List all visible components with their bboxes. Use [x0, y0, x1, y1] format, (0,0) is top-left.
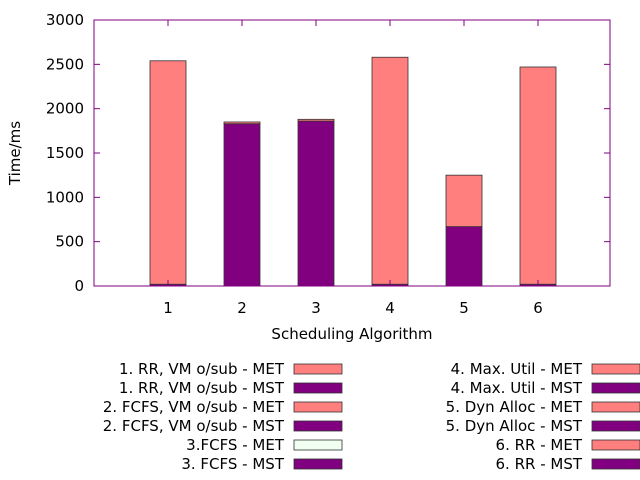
legend-label: 5. Dyn Alloc - MST — [446, 417, 583, 435]
y-tick-label: 2500 — [46, 55, 84, 73]
bar-2-met — [223, 121, 261, 125]
bar-5-mst — [445, 226, 483, 287]
legend-swatch — [591, 401, 640, 413]
legend-label: 4. Max. Util - MET — [451, 360, 583, 378]
legend-label: 4. Max. Util - MST — [451, 379, 583, 397]
bar-3-mst — [297, 120, 335, 287]
legend-label: 3.FCFS - MET — [186, 436, 285, 454]
y-tick-label: 1500 — [46, 144, 84, 162]
x-tick-label: 2 — [237, 299, 247, 317]
y-tick-label: 500 — [55, 233, 84, 251]
legend-swatch — [293, 363, 343, 375]
x-tick-label: 5 — [459, 299, 469, 317]
bar-4-met — [371, 56, 409, 285]
bar-6-met — [519, 66, 557, 285]
bar-2-mst — [223, 123, 261, 287]
legend-swatch — [293, 401, 343, 413]
legend-swatch — [293, 458, 343, 470]
x-tick-label: 3 — [311, 299, 321, 317]
y-tick-label: 1000 — [46, 188, 84, 206]
y-tick-label: 3000 — [46, 11, 84, 29]
y-tick-label: 2000 — [46, 100, 84, 118]
legend-label: 1. RR, VM o/sub - MST — [119, 379, 285, 397]
y-axis-label: Time/ms — [6, 121, 24, 186]
x-tick-label: 6 — [533, 299, 543, 317]
legend-swatch — [591, 420, 640, 432]
legend-swatch — [591, 439, 640, 451]
legend-label: 6. RR - MST — [496, 455, 583, 473]
legend-label: 1. RR, VM o/sub - MET — [119, 360, 285, 378]
legend-swatch — [591, 382, 640, 394]
legend-swatch — [591, 458, 640, 470]
legend-label: 3. FCFS - MST — [181, 455, 284, 473]
legend-swatch — [591, 363, 640, 375]
x-tick-label: 1 — [163, 299, 173, 317]
legend-label: 2. FCFS, VM o/sub - MST — [103, 417, 285, 435]
legend-label: 5. Dyn Alloc - MET — [446, 398, 583, 416]
axes-group: 0 500 1000 1500 2000 2500 3000 1 2 3 4 5 6 — [46, 11, 610, 317]
bars-group — [149, 56, 557, 287]
y-tick-label: 0 — [74, 277, 84, 295]
legend-swatch — [293, 439, 343, 451]
bar-5-met — [445, 174, 483, 227]
legend-swatch — [293, 420, 343, 432]
x-tick-label: 4 — [385, 299, 395, 317]
x-axis-label: Scheduling Algorithm — [271, 325, 432, 343]
legend-swatch — [293, 382, 343, 394]
legend-label: 6. RR - MET — [496, 436, 583, 454]
bar-1-met — [149, 60, 187, 285]
legend-label: 2. FCFS, VM o/sub - MET — [103, 398, 285, 416]
bar-3-met — [297, 118, 335, 122]
